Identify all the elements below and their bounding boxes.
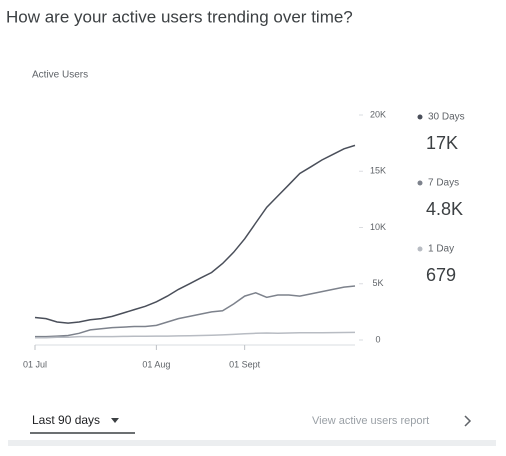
legend-name: 7 Days bbox=[428, 178, 459, 189]
range-dropdown[interactable]: Last 90 days bbox=[30, 413, 135, 434]
link-text: View active users report bbox=[312, 415, 429, 427]
y-tick-label: 0 bbox=[375, 334, 380, 344]
range-label: Last 90 days bbox=[32, 413, 100, 427]
dropdown-arrow bbox=[111, 418, 119, 423]
legend-dot bbox=[417, 114, 423, 120]
y-tick-label: 5K bbox=[372, 278, 383, 288]
chevron bbox=[464, 415, 472, 427]
legend-name: 1 Day bbox=[428, 244, 454, 255]
x-tick-label: 01 Aug bbox=[142, 359, 170, 369]
legend-dot bbox=[417, 180, 423, 186]
chart-subtitle: Active Users bbox=[32, 70, 88, 81]
y-tick-label: 10K bbox=[370, 222, 386, 232]
title: How are your active users trending over … bbox=[6, 7, 353, 26]
legend-value: 679 bbox=[426, 265, 456, 285]
x-tick-label: 01 Jul bbox=[23, 359, 47, 369]
series-line bbox=[35, 331, 356, 339]
legend-dot bbox=[417, 246, 423, 252]
report-link[interactable]: View active users report bbox=[312, 415, 472, 427]
legend-value: 4.8K bbox=[426, 199, 463, 219]
series-line bbox=[35, 285, 356, 338]
legend-name: 30 Days bbox=[428, 112, 465, 123]
y-tick-label: 15K bbox=[370, 166, 386, 176]
y-tick-label: 20K bbox=[370, 109, 386, 119]
x-tick-label: 01 Sept bbox=[229, 359, 261, 369]
series-line bbox=[34, 144, 356, 324]
footer-bar bbox=[8, 440, 496, 446]
legend-value: 17K bbox=[426, 133, 458, 153]
